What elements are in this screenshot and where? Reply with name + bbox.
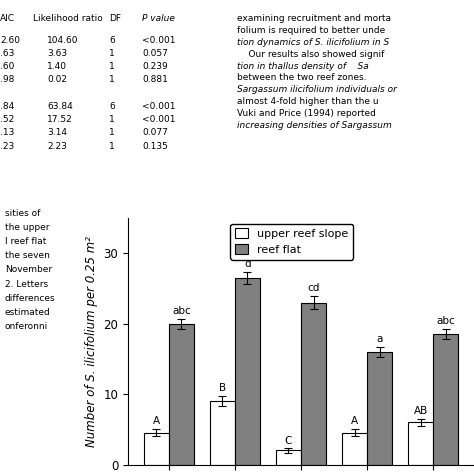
Text: increasing densities of Sargassum: increasing densities of Sargassum bbox=[237, 121, 392, 130]
Text: 0.239: 0.239 bbox=[142, 62, 168, 71]
Text: 1: 1 bbox=[109, 62, 115, 71]
Bar bbox=[342, 433, 367, 465]
Text: 0.881: 0.881 bbox=[142, 75, 168, 84]
Text: tion dynamics of S. ilicifolium in S: tion dynamics of S. ilicifolium in S bbox=[237, 38, 389, 47]
Bar bbox=[169, 324, 194, 465]
Text: folium is required to better unde: folium is required to better unde bbox=[237, 26, 385, 35]
Text: November: November bbox=[5, 265, 52, 274]
Text: cd: cd bbox=[307, 283, 320, 293]
Bar bbox=[301, 302, 326, 465]
Text: 1: 1 bbox=[109, 128, 115, 137]
Legend: upper reef slope, reef flat: upper reef slope, reef flat bbox=[230, 224, 353, 260]
Text: <0.001: <0.001 bbox=[142, 36, 176, 45]
Text: 0.02: 0.02 bbox=[47, 75, 67, 84]
Text: tion in thallus density of    Sa: tion in thallus density of Sa bbox=[237, 62, 369, 71]
Text: Vuki and Price (1994) reported: Vuki and Price (1994) reported bbox=[237, 109, 376, 118]
Text: 2.23: 2.23 bbox=[47, 142, 67, 151]
Text: Likelihood ratio: Likelihood ratio bbox=[33, 14, 103, 23]
Text: onferonni: onferonni bbox=[5, 322, 48, 331]
Text: d: d bbox=[244, 259, 251, 269]
Text: 0.135: 0.135 bbox=[142, 142, 168, 151]
Text: abc: abc bbox=[437, 317, 455, 327]
Text: 1: 1 bbox=[109, 142, 115, 151]
Text: .84: .84 bbox=[0, 102, 14, 111]
Text: 1: 1 bbox=[109, 49, 115, 58]
Text: 1: 1 bbox=[109, 115, 115, 124]
Text: 6: 6 bbox=[109, 36, 115, 45]
Text: 104.60: 104.60 bbox=[47, 36, 79, 45]
Text: a: a bbox=[376, 334, 383, 344]
Text: 63.84: 63.84 bbox=[47, 102, 73, 111]
Text: sities of: sities of bbox=[5, 209, 40, 218]
Text: A: A bbox=[351, 417, 358, 427]
Text: 6: 6 bbox=[109, 102, 115, 111]
Text: 0.057: 0.057 bbox=[142, 49, 168, 58]
Text: .60: .60 bbox=[0, 62, 14, 71]
Text: .63: .63 bbox=[0, 49, 14, 58]
Text: A: A bbox=[153, 417, 160, 427]
Bar bbox=[367, 352, 392, 465]
Text: 1: 1 bbox=[109, 75, 115, 84]
Text: .23: .23 bbox=[0, 142, 14, 151]
Text: <0.001: <0.001 bbox=[142, 102, 176, 111]
Text: 2.60: 2.60 bbox=[0, 36, 20, 45]
Text: between the two reef zones.: between the two reef zones. bbox=[237, 73, 366, 82]
Text: 0.077: 0.077 bbox=[142, 128, 168, 137]
Text: C: C bbox=[285, 436, 292, 446]
Bar bbox=[408, 422, 433, 465]
Text: AB: AB bbox=[413, 406, 428, 416]
Text: the seven: the seven bbox=[5, 251, 50, 260]
Text: differences: differences bbox=[5, 294, 55, 303]
Text: abc: abc bbox=[172, 306, 191, 316]
Text: the upper: the upper bbox=[5, 223, 49, 232]
Bar bbox=[235, 278, 260, 465]
Bar bbox=[210, 401, 235, 465]
Text: 2. Letters: 2. Letters bbox=[5, 280, 48, 289]
Text: almost 4-fold higher than the u: almost 4-fold higher than the u bbox=[237, 97, 379, 106]
Text: AIC: AIC bbox=[0, 14, 15, 23]
Text: DF: DF bbox=[109, 14, 121, 23]
Text: .98: .98 bbox=[0, 75, 14, 84]
Text: .13: .13 bbox=[0, 128, 14, 137]
Text: Our results also showed signif: Our results also showed signif bbox=[237, 50, 384, 59]
Text: <0.001: <0.001 bbox=[142, 115, 176, 124]
Text: B: B bbox=[219, 383, 226, 393]
Text: .52: .52 bbox=[0, 115, 14, 124]
Bar bbox=[433, 334, 458, 465]
Bar bbox=[144, 433, 169, 465]
Bar bbox=[276, 450, 301, 465]
Y-axis label: Number of S. ilicifolium per 0.25 m²: Number of S. ilicifolium per 0.25 m² bbox=[85, 236, 98, 447]
Text: 1.40: 1.40 bbox=[47, 62, 67, 71]
Text: examining recruitment and morta: examining recruitment and morta bbox=[237, 14, 391, 23]
Text: 3.14: 3.14 bbox=[47, 128, 67, 137]
Text: estimated: estimated bbox=[5, 308, 51, 317]
Text: l reef flat: l reef flat bbox=[5, 237, 46, 246]
Text: 17.52: 17.52 bbox=[47, 115, 73, 124]
Text: 3.63: 3.63 bbox=[47, 49, 67, 58]
Text: Sargassum ilicifolium individuals or: Sargassum ilicifolium individuals or bbox=[237, 85, 397, 94]
Text: P value: P value bbox=[142, 14, 175, 23]
